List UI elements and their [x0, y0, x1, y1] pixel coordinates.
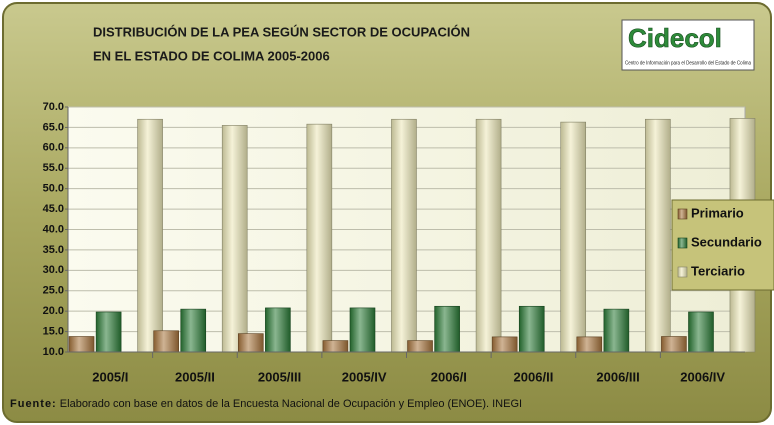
bar [645, 118, 671, 353]
bar [221, 125, 248, 353]
bar [322, 340, 349, 353]
y-tick-label: 15.0 [43, 325, 64, 337]
x-tick-label: 2006/I [431, 369, 467, 384]
bar [391, 118, 417, 353]
y-tick-label: 45.0 [43, 203, 64, 215]
legend-label: Primario [691, 205, 744, 220]
bar [688, 311, 714, 353]
y-tick-label: 65.0 [43, 121, 64, 133]
bar [349, 307, 376, 353]
y-tick-label: 50.0 [43, 183, 64, 195]
bar [237, 333, 264, 353]
bar [68, 336, 95, 353]
bar [576, 336, 603, 353]
bar [137, 118, 163, 353]
x-tick-label: 2006/III [596, 369, 639, 384]
bar [306, 123, 333, 353]
x-tick-label: 2005/III [258, 369, 301, 384]
y-tick-label: 55.0 [43, 162, 64, 174]
x-tick-label: 2005/I [92, 369, 128, 384]
source: Fuente: Elaborado con base en datos de l… [10, 398, 522, 410]
bar [265, 307, 291, 353]
legend-label: Terciario [691, 263, 745, 278]
bar [603, 308, 630, 353]
legend-label: Secundario [691, 234, 762, 249]
y-tick-label: 10.0 [43, 346, 64, 358]
bar [407, 340, 433, 353]
legend-swatch [677, 237, 688, 249]
legend-swatch [677, 266, 688, 278]
legend-box [671, 199, 774, 291]
y-tick-label: 40.0 [43, 223, 64, 235]
logo-name: Cidecol [628, 23, 722, 53]
logo-tagline: Centro de Información para el Desarrollo… [625, 60, 751, 66]
y-tick-label: 20.0 [43, 305, 64, 317]
chart-title: EN EL ESTADO DE COLIMA 2005-2006 [93, 48, 330, 63]
legend-swatch [677, 208, 688, 220]
bar [518, 305, 545, 353]
source-text: Elaborado con base en datos de la Encues… [60, 398, 522, 410]
bar [180, 308, 207, 353]
source-label: Fuente: [10, 398, 57, 410]
bar [475, 118, 502, 353]
y-tick-label: 30.0 [43, 264, 64, 276]
y-tick-label: 35.0 [43, 244, 64, 256]
y-tick-label: 70.0 [43, 101, 64, 113]
x-tick-label: 2005/II [175, 369, 215, 384]
y-tick-label: 60.0 [43, 142, 64, 154]
x-tick-label: 2005/IV [342, 369, 387, 384]
bar [434, 305, 460, 353]
y-tick-label: 25.0 [43, 285, 64, 297]
bar [661, 336, 687, 353]
bar [95, 311, 122, 353]
logo-box [621, 19, 755, 71]
x-tick-label: 2006/II [514, 369, 554, 384]
bar [153, 330, 179, 353]
chart-title: DISTRIBUCIÓN DE LA PEA SEGÚN SECTOR DE O… [93, 24, 470, 39]
bar [560, 121, 587, 353]
bar [491, 336, 518, 353]
x-tick-label: 2006/IV [680, 369, 725, 384]
